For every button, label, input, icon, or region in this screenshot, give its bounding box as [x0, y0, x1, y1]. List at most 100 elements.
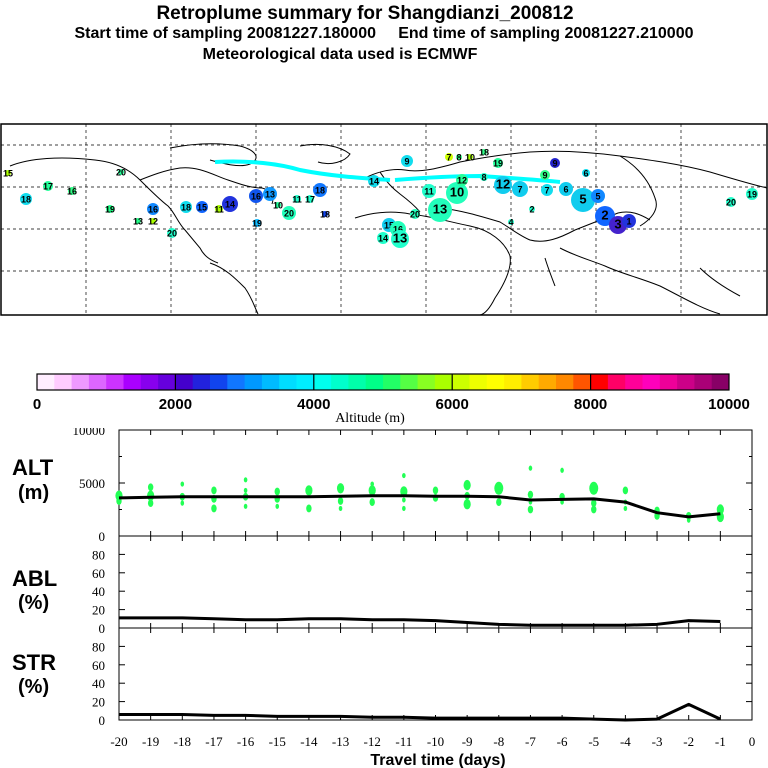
alt-scatter-point: [591, 505, 597, 514]
colorbar-tick-label: 6000: [436, 396, 469, 413]
alt-scatter-point: [402, 472, 406, 479]
alt-scatter-point: [370, 481, 375, 487]
x-tick-label: -9: [462, 734, 473, 749]
colorbar-tick-label: 2000: [159, 396, 192, 413]
marker-day-label: 7: [446, 153, 451, 163]
map-marker: 17: [43, 181, 53, 192]
marker-day-label: 10: [465, 153, 475, 163]
marker-dot: [43, 181, 53, 191]
colorbar-tick-label: 0: [33, 396, 41, 413]
map-marker: 20: [116, 168, 126, 178]
marker-day-label: 16: [67, 187, 77, 197]
alt-scatter-point: [211, 504, 217, 513]
marker-day-label: 1: [626, 217, 631, 227]
marker-day-label: 19: [252, 219, 262, 229]
marker-day-label: 13: [433, 202, 447, 217]
map-marker: 9: [540, 170, 550, 181]
x-tick-label: -10: [427, 734, 444, 749]
marker-dot: [401, 155, 413, 167]
panel-alt: 10000 5000 0: [73, 428, 753, 544]
x-tick-label: -13: [332, 734, 349, 749]
y-tick-label: 10000: [73, 428, 106, 438]
x-tick-label: -8: [493, 734, 504, 749]
colorbar-swatch: [192, 374, 211, 390]
colorbar-swatch: [452, 374, 470, 390]
x-tick-label: -14: [300, 734, 318, 749]
marker-dot: [263, 187, 277, 201]
marker-day-label: 16: [393, 225, 403, 235]
panel-frame: [118, 535, 753, 629]
marker-day-label: 10: [450, 185, 464, 200]
marker-day-label: 20: [410, 210, 420, 220]
colorbar-swatch: [261, 374, 280, 390]
marker-day-label: 18: [320, 210, 330, 220]
alt-scatter-point: [368, 485, 376, 496]
marker-day-label: 15: [197, 203, 207, 213]
x-tick-label: -18: [174, 734, 191, 749]
map-marker: 20: [410, 209, 420, 220]
marker-day-label: 19: [105, 205, 115, 215]
y-tick-label: 5000: [79, 476, 105, 491]
marker-dot: [253, 219, 261, 227]
map-marker: 6: [582, 169, 590, 179]
y-tick-label: 0: [99, 621, 106, 636]
marker-day-label: 14: [369, 177, 379, 187]
map-marker: 18: [180, 201, 192, 213]
marker-dot: [196, 201, 208, 213]
str-unit: (%): [18, 676, 50, 698]
alt-scatter-point: [338, 505, 343, 512]
alt-label: ALT: [12, 455, 54, 480]
marker-day-label: 13: [393, 231, 407, 246]
marker-dot: [106, 205, 114, 213]
colorbar-swatch: [331, 374, 349, 390]
marker-day-label: 12: [496, 177, 510, 192]
colorbar-tick-label: 10000: [708, 396, 750, 413]
marker-day-label: 14: [225, 200, 235, 210]
map-marker: 13: [428, 198, 452, 222]
x-tick-label: -12: [364, 734, 381, 749]
marker-day-label: 20: [284, 209, 294, 219]
marker-day-label: 3: [614, 217, 621, 232]
alt-scatter-point: [402, 497, 406, 503]
map-marker: 11: [214, 205, 224, 215]
marker-day-label: 8: [481, 173, 486, 183]
alt-scatter-point: [494, 481, 504, 495]
colorbar-swatch: [434, 374, 453, 390]
marker-day-label: 7: [544, 186, 549, 196]
colorbar-swatch: [227, 374, 246, 390]
colorbar-swatch: [71, 374, 90, 390]
y-tick-label: 0: [99, 529, 106, 544]
marker-day-label: 12: [148, 217, 158, 227]
x-tick-label: -3: [652, 734, 663, 749]
marker-dot: [249, 189, 263, 203]
marker-day-label: 9: [542, 171, 547, 181]
alt-scatter-point: [402, 505, 406, 512]
map-marker: 12: [148, 217, 158, 227]
marker-day-label: 6: [583, 169, 588, 179]
x-tick-label: -4: [620, 734, 631, 749]
x-tick-label: -11: [395, 734, 412, 749]
marker-dot: [68, 187, 76, 195]
marker-dot: [118, 169, 124, 175]
alt-scatter-point: [560, 467, 564, 473]
colorbar-tick-label: 4000: [297, 396, 330, 413]
colorbar-label: Altitude (m): [335, 411, 405, 425]
colorbar-swatch: [711, 374, 730, 390]
colorbar-swatch: [694, 374, 713, 390]
colorbar-swatch: [469, 374, 488, 390]
marker-dot: [746, 188, 758, 200]
map-marker: 18: [479, 148, 489, 158]
alt-scatter-point: [274, 487, 280, 496]
map-marker: 13: [133, 217, 143, 227]
alt-scatter-point: [147, 499, 154, 508]
map-marker: 7: [541, 184, 553, 196]
marker-dot: [391, 230, 409, 248]
map-marker: 11: [422, 184, 436, 198]
colorbar-frame: [36, 373, 730, 391]
map-marker: 1: [622, 214, 636, 228]
map-marker: 14: [368, 175, 380, 187]
marker-day-label: 18: [21, 195, 31, 205]
panel-frame: [118, 429, 753, 537]
series-line-str: [119, 702, 721, 722]
marker-dot: [377, 232, 389, 244]
